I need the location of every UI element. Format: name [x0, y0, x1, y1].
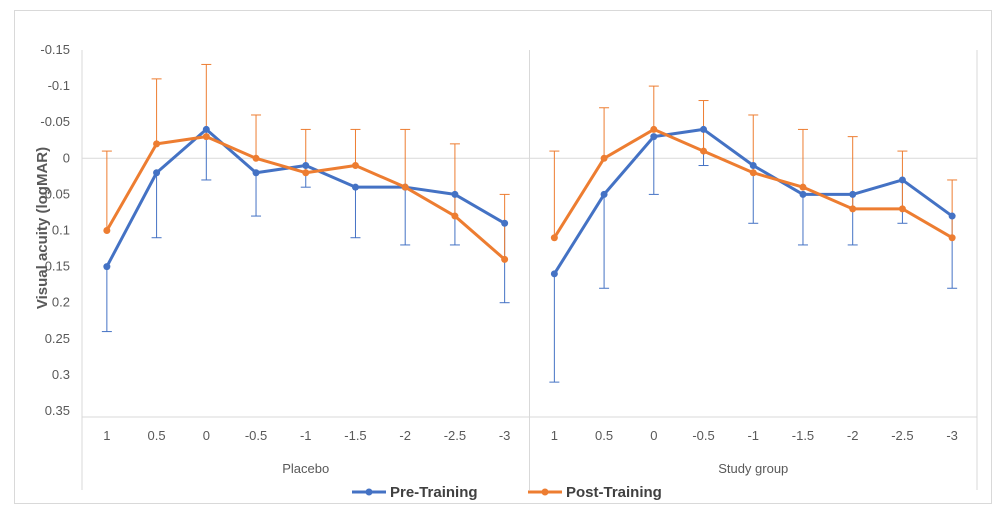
- data-point: [799, 190, 807, 198]
- tick-labels: -0.15 -0.1 -0.05 0 0.05 0.1 0.15 0.2 0.25 0.3 0.35…: [40, 42, 958, 476]
- data-point: [948, 234, 956, 242]
- data-point: [898, 205, 906, 213]
- y-tick-label: 0.25: [45, 331, 70, 346]
- data-point: [103, 227, 111, 234]
- y-tick-label: -0.1: [48, 78, 70, 93]
- x-tick-label: -0.5: [692, 428, 714, 443]
- x-tick-label: -2.5: [891, 428, 913, 443]
- data-point: [202, 133, 210, 141]
- group-label: Placebo: [282, 461, 329, 476]
- data-point: [401, 183, 409, 191]
- x-tick-label: 1: [103, 428, 110, 443]
- data-point: [252, 154, 260, 162]
- data-point: [501, 255, 509, 263]
- data-point: [849, 190, 857, 198]
- y-tick-label: -0.15: [40, 42, 70, 57]
- data-point: [550, 270, 558, 278]
- y-tick-label: 0: [63, 150, 70, 165]
- legend-swatch-marker: [365, 488, 373, 496]
- data-point: [351, 183, 359, 191]
- data-point: [650, 125, 658, 133]
- data-point: [749, 162, 757, 170]
- data-point: [302, 169, 310, 177]
- y-tick-label: 0.2: [52, 295, 70, 310]
- data-point: [501, 219, 509, 227]
- data-point: [153, 169, 161, 177]
- y-tick-label: -0.05: [40, 114, 70, 129]
- plot-area: [81, 50, 978, 490]
- data-point: [700, 147, 708, 155]
- legend-label: Post-Training: [566, 484, 662, 501]
- data-point: [600, 154, 608, 162]
- x-tick-label: 0: [203, 428, 210, 443]
- data-point: [700, 125, 708, 133]
- data-point: [451, 212, 459, 220]
- x-tick-label: -2.5: [444, 428, 466, 443]
- x-tick-label: -2: [399, 428, 411, 443]
- x-tick-label: -1.5: [792, 428, 814, 443]
- legend-label: Pre-Training: [390, 484, 478, 501]
- data-point: [948, 212, 956, 220]
- group-label: Study group: [718, 461, 788, 476]
- data-point: [103, 263, 111, 271]
- x-tick-label: 0.5: [148, 428, 166, 443]
- legend-swatch-marker: [541, 488, 549, 496]
- x-tick-label: 1: [551, 428, 558, 443]
- data-point: [550, 234, 558, 242]
- y-tick-label: 0.05: [45, 186, 70, 201]
- y-tick-label: 0.3: [52, 367, 70, 382]
- x-tick-label: -3: [499, 428, 511, 443]
- y-tick-label: 0.35: [45, 403, 70, 418]
- data-point: [202, 125, 210, 133]
- data-point: [898, 176, 906, 184]
- y-tick-label: 0.15: [45, 259, 70, 274]
- y-tick-label: 0.1: [52, 223, 70, 238]
- x-tick-label: -1: [300, 428, 312, 443]
- data-point: [749, 169, 757, 177]
- legend: Pre-Training Post-Training: [352, 484, 662, 501]
- x-tick-label: 0: [650, 428, 657, 443]
- x-tick-label: -1.5: [344, 428, 366, 443]
- x-tick-label: -0.5: [245, 428, 267, 443]
- data-point: [650, 133, 658, 141]
- x-tick-label: 0.5: [595, 428, 613, 443]
- x-tick-label: -3: [946, 428, 958, 443]
- data-point: [451, 190, 459, 198]
- y-axis-label: Visual acuity (logMAR): [34, 147, 51, 309]
- data-point: [252, 169, 260, 177]
- x-tick-label: -1: [747, 428, 759, 443]
- data-point: [302, 162, 310, 170]
- data-point: [849, 205, 857, 213]
- data-point: [153, 140, 161, 148]
- x-tick-label: -2: [847, 428, 859, 443]
- series-lines: [103, 125, 956, 278]
- data-point: [351, 162, 359, 170]
- data-point: [799, 183, 807, 191]
- data-point: [600, 190, 608, 198]
